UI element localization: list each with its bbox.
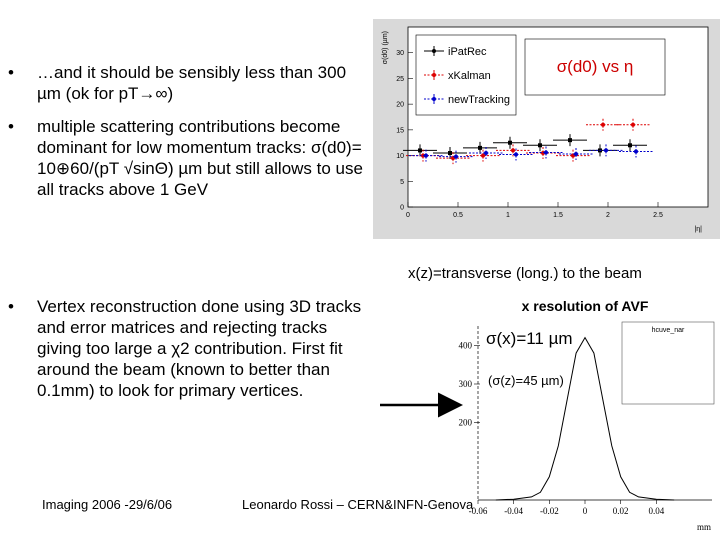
marker bbox=[544, 150, 548, 155]
footer-date: Imaging 2006 -29/6/06 bbox=[42, 497, 173, 512]
marker bbox=[508, 140, 512, 145]
marker bbox=[631, 122, 635, 127]
y-tick-label: 20 bbox=[396, 102, 404, 109]
histogram-line bbox=[495, 336, 675, 501]
data-point-ipatrec bbox=[403, 144, 437, 157]
y-tick-label: 10 bbox=[396, 153, 404, 160]
chart-d0-vs-eta: 0 5 10 15 20 25 30 0 0.5 1 1.5 2 2.5 |η| σ(d0) (µm) iPa… bbox=[373, 19, 720, 239]
stats-title: hcuve_nar bbox=[652, 327, 685, 334]
marker bbox=[448, 151, 452, 155]
marker bbox=[511, 148, 515, 153]
marker bbox=[568, 138, 572, 143]
figure-caption: x(z)=transverse (long.) to the beam bbox=[408, 265, 642, 282]
x-tick-label: 0.04 bbox=[648, 506, 664, 516]
x-tick-label: 0.02 bbox=[613, 506, 629, 516]
data-point-newtracking bbox=[409, 149, 443, 162]
bullet-marker: • bbox=[8, 117, 14, 136]
y-axis-label: σ(d0) (µm) bbox=[382, 31, 389, 64]
data-point-xkalman bbox=[496, 144, 530, 157]
x-tick-label: -0.06 bbox=[469, 506, 488, 516]
legend-marker bbox=[432, 49, 436, 53]
data-point-newtracking bbox=[529, 146, 563, 159]
y-tick-label: 30 bbox=[396, 50, 404, 57]
marker bbox=[514, 152, 518, 157]
y-tick-label: 200 bbox=[459, 418, 473, 428]
x-tick-label: 0 bbox=[406, 212, 410, 219]
data-point-newtracking bbox=[619, 145, 653, 158]
legend: iPatRec xKalman newTracking bbox=[415, 34, 517, 116]
footer-author: Leonardo Rossi – CERN&INFN-Genova bbox=[242, 497, 474, 512]
legend-marker bbox=[432, 97, 436, 101]
marker bbox=[628, 143, 632, 148]
bullet-text: multiple scattering contributions become… bbox=[37, 117, 363, 199]
data-point-ipatrec bbox=[493, 136, 527, 149]
data-point-ipatrec bbox=[553, 134, 587, 147]
bullet-text: …and it should be sensibly less than 300… bbox=[37, 63, 347, 103]
marker bbox=[604, 148, 608, 153]
marker bbox=[571, 153, 575, 158]
marker bbox=[454, 154, 458, 159]
chart-title: x resolution of AVF bbox=[522, 298, 649, 314]
x-tick-label: 2.5 bbox=[653, 212, 663, 219]
x-tick-label: 0 bbox=[583, 506, 588, 516]
legend-marker bbox=[432, 73, 436, 77]
chart-d0-svg: 0 5 10 15 20 25 30 0 0.5 1 1.5 2 2.5 |η| σ(d0) (µm) iPa… bbox=[382, 26, 709, 233]
marker bbox=[424, 153, 428, 158]
legend-label: xKalman bbox=[448, 70, 491, 82]
annotation-sigma-z: (σ(z)=45 µm) bbox=[488, 373, 564, 388]
marker bbox=[538, 143, 542, 148]
chart-xres-svg: x resolution of AVF 200 300 400 -0.06 -0.04 -0… bbox=[459, 298, 715, 532]
marker bbox=[478, 145, 482, 150]
data-point-newtracking bbox=[559, 148, 593, 161]
data-point-xkalman bbox=[616, 118, 650, 131]
bullet-text: Vertex reconstruction done using 3D trac… bbox=[37, 297, 362, 400]
y-tick-label: 25 bbox=[396, 76, 404, 83]
data-point-xkalman bbox=[556, 149, 590, 162]
y-tick-label: 400 bbox=[459, 340, 473, 350]
data-point-xkalman bbox=[586, 118, 620, 131]
chart-x-resolution: x resolution of AVF 200 300 400 -0.06 -0.04 -0… bbox=[430, 290, 720, 532]
x-tick-label: -0.04 bbox=[504, 506, 523, 516]
stats-box: hcuve_nar bbox=[621, 321, 715, 405]
data-point-xkalman bbox=[466, 149, 500, 162]
x-tick-label: 2 bbox=[606, 212, 610, 219]
stats-frame bbox=[621, 321, 715, 405]
x-axis-label: |η| bbox=[694, 226, 702, 233]
x-axis-label: mm bbox=[697, 522, 711, 530]
marker bbox=[451, 156, 455, 161]
data-point-newtracking bbox=[499, 148, 533, 161]
x-tick-label: 1.5 bbox=[553, 212, 563, 219]
x-tick-label: 1 bbox=[506, 212, 510, 219]
y-tick-label: 15 bbox=[396, 127, 404, 134]
chart-title: σ(d0) vs η bbox=[557, 57, 634, 76]
marker bbox=[634, 149, 638, 154]
marker bbox=[484, 151, 488, 155]
data-point-ipatrec bbox=[463, 141, 497, 154]
title-box bbox=[524, 38, 666, 96]
data-point-xkalman bbox=[436, 152, 470, 165]
legend-label: iPatRec bbox=[448, 46, 487, 58]
annotation-sigma-x: σ(x)=11 µm bbox=[486, 329, 573, 348]
x-tick-label: -0.02 bbox=[540, 506, 559, 516]
data-point-ipatrec bbox=[613, 139, 647, 152]
data-point-ipatrec bbox=[523, 139, 557, 152]
marker bbox=[574, 152, 578, 157]
data-point-newtracking bbox=[439, 150, 473, 163]
legend-label: newTracking bbox=[448, 94, 510, 106]
marker bbox=[418, 148, 422, 153]
marker bbox=[481, 153, 485, 158]
y-tick-label: 5 bbox=[400, 179, 404, 186]
x-tick-label: 0.5 bbox=[453, 212, 463, 219]
data-point-newtracking bbox=[469, 147, 503, 159]
bullet-marker: • bbox=[8, 297, 14, 316]
y-tick-label: 0 bbox=[400, 205, 404, 212]
y-tick-label: 300 bbox=[459, 379, 473, 389]
bullet-marker: • bbox=[8, 63, 14, 82]
marker bbox=[601, 122, 605, 127]
data-point-newtracking bbox=[589, 144, 623, 157]
